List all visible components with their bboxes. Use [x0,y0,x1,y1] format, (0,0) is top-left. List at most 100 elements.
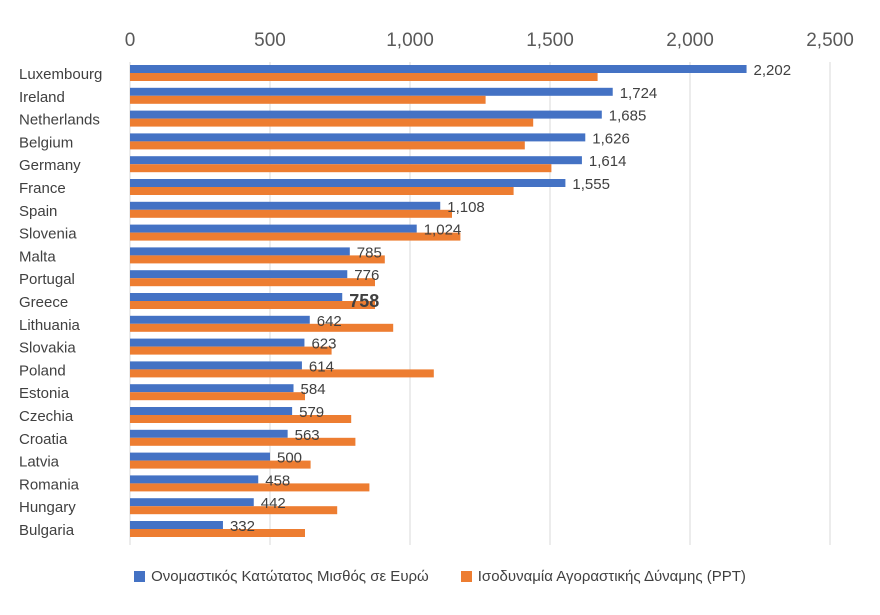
bar-nominal [130,315,310,324]
bar-nominal [130,65,747,73]
bar-nominal [130,498,254,507]
category-label: Belgium [19,134,73,151]
category-label: Bulgaria [19,522,75,539]
bar-nominal [130,475,259,484]
data-labels: 2,202 1,724 1,685 1,626 1,614 1,555 1,108 1,024… [230,62,791,535]
x-tick-label: 2,500 [806,30,854,51]
legend-label-nominal: Ονομαστικός Κατώτατος Μισθός σε Ευρώ [151,568,429,585]
data-label: 579 [299,404,324,421]
bar-ppt [130,346,332,355]
legend-item-ppt: Ισοδυναμία Αγοραστικής Δύναμης (PPT) [460,568,746,585]
bar-nominal [130,407,293,415]
category-label: Luxembourg [19,66,102,83]
bar-ppt [130,95,486,104]
bar-ppt [130,460,311,469]
bar-ppt [130,415,352,423]
category-label: France [19,180,66,197]
bar-ppt [130,392,305,401]
bar-ppt [130,187,514,195]
bar-nominal [130,110,602,119]
category-label: Croatia [19,431,68,448]
legend-item-nominal: Ονομαστικός Κατώτατος Μισθός σε Ευρώ [134,568,429,585]
data-label: 2,202 [754,62,792,79]
bar-nominal [130,338,305,347]
category-label: Lithuania [19,317,81,334]
data-label: 758 [349,291,379,311]
bar-ppt [130,232,461,241]
category-label: Hungary [19,499,76,516]
data-label: 614 [309,358,334,375]
legend-label-ppt: Ισοδυναμία Αγοραστικής Δύναμης (PPT) [477,568,746,585]
data-label: 584 [301,381,326,398]
bar-ppt [130,437,356,446]
bar-nominal [130,201,441,210]
bar-ppt [130,323,394,332]
bar-ppt [130,255,385,264]
category-label: Germany [19,157,81,174]
x-tick-label: 2,000 [666,30,714,51]
legend: Ονομαστικός Κατώτατος Μισθός σε Ευρώ Ισο… [0,568,880,585]
bar-ppt [130,529,305,537]
x-tick-label: 500 [254,30,286,51]
x-axis-ticks: 0 500 1,000 1,500 2,000 2,500 [125,30,854,51]
bar-ppt [130,278,375,287]
category-label: Malta [19,248,56,265]
data-label: 1,626 [592,130,630,147]
data-label: 458 [265,472,290,489]
x-tick-label: 1,500 [526,30,574,51]
data-label: 1,614 [589,153,627,170]
x-tick-label: 0 [125,30,136,51]
data-label: 332 [230,518,255,535]
legend-swatch-nominal [134,571,146,582]
bar-nominal [130,270,348,279]
category-label: Spain [19,203,57,220]
data-label: 642 [317,313,342,330]
bar-nominal [130,224,417,233]
category-label: Czechia [19,408,74,425]
bar-nominal [130,384,294,393]
bar-nominal [130,179,566,187]
bar-nominal [130,429,288,438]
data-label: 776 [354,267,379,284]
category-label: Slovenia [19,226,77,243]
bars [130,65,747,537]
data-label: 1,108 [447,199,485,216]
bar-nominal [130,452,270,461]
bar-nominal [130,87,613,96]
bar-nominal [130,361,302,370]
x-tick-label: 1,000 [386,30,434,51]
category-label: Slovakia [19,340,76,357]
bar-nominal [130,156,582,165]
category-label: Portugal [19,271,75,288]
data-label: 1,555 [572,176,610,193]
bar-ppt [130,164,552,173]
bar-nominal [130,247,350,256]
data-label: 785 [357,244,382,261]
bar-ppt [130,483,370,492]
bar-nominal [130,521,223,529]
bar-ppt [130,209,452,218]
data-label: 1,724 [620,85,658,102]
data-label: 1,685 [609,108,647,125]
data-label: 623 [311,336,336,353]
category-label: Ireland [19,89,65,106]
data-label: 500 [277,450,302,467]
category-label: Romania [19,476,80,493]
data-label: 1,024 [424,222,462,239]
bar-ppt [130,369,434,378]
bar-ppt [130,506,338,515]
bar-ppt [130,301,375,309]
data-label: 442 [261,495,286,512]
bar-ppt [130,73,598,81]
bar-nominal [130,133,586,142]
category-label: Greece [19,294,68,311]
category-label: Netherlands [19,112,100,129]
bar-ppt [130,141,525,150]
bar-ppt [130,118,534,127]
legend-swatch-ppt [460,571,472,582]
category-labels: Luxembourg Ireland Netherlands Belgium Germa… [19,66,102,539]
bar-nominal [130,293,343,301]
data-label: 563 [295,427,320,444]
category-label: Poland [19,362,66,379]
